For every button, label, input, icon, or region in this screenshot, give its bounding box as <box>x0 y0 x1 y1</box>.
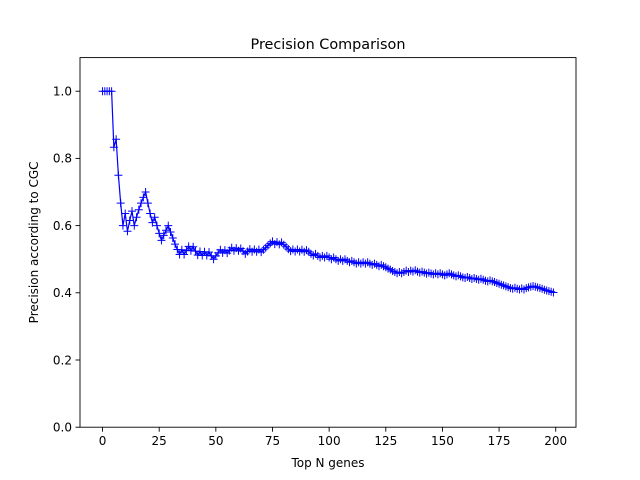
data-point-marker <box>164 221 173 230</box>
x-tick-label: 125 <box>374 434 397 448</box>
x-tick-label: 175 <box>488 434 511 448</box>
x-tick-label: 150 <box>431 434 454 448</box>
data-point-marker <box>107 87 116 96</box>
y-tick-label: 0.0 <box>53 421 72 435</box>
x-axis-ticks: 0 25 50 75 100 125 150 175 200 <box>99 427 567 448</box>
data-point-marker <box>130 221 139 230</box>
data-point-marker <box>166 227 175 236</box>
data-point-marker <box>155 229 164 238</box>
data-point-marker <box>134 205 143 214</box>
data-point-marker <box>109 143 118 152</box>
data-point-marker <box>168 234 177 243</box>
data-point-marker <box>150 213 159 222</box>
data-point-marker <box>121 209 130 218</box>
x-tick-label: 50 <box>208 434 223 448</box>
data-point-marker <box>112 135 121 144</box>
data-point-marker <box>148 218 157 227</box>
data-point-marker <box>139 193 148 202</box>
y-tick-label: 0.8 <box>53 152 72 166</box>
data-point-marker <box>128 207 137 216</box>
data-point-marker <box>152 221 161 230</box>
y-axis-ticks: 0.0 0.2 0.4 0.6 0.8 1.0 <box>53 85 80 435</box>
data-point-marker <box>141 188 150 196</box>
data-point-marker <box>118 221 127 230</box>
data-point-marker <box>125 216 134 225</box>
data-point-marker <box>177 245 186 254</box>
x-axis-label: Top N genes <box>290 456 364 470</box>
y-axis-label: Precision according to CGC <box>27 161 41 323</box>
y-tick-label: 0.4 <box>53 286 72 300</box>
data-point-marker <box>114 171 123 180</box>
x-tick-label: 0 <box>99 434 107 448</box>
data-point-marker <box>132 213 141 222</box>
x-tick-label: 200 <box>544 434 567 448</box>
x-tick-label: 100 <box>318 434 341 448</box>
axes-frame <box>79 57 577 428</box>
y-tick-label: 0.6 <box>53 219 72 233</box>
x-tick-label: 25 <box>152 434 167 448</box>
x-tick-label: 75 <box>265 434 280 448</box>
data-point-marker <box>146 209 155 218</box>
data-point-marker <box>549 288 558 297</box>
y-tick-label: 0.2 <box>53 353 72 367</box>
data-point-marker <box>143 199 152 208</box>
chart-title: Precision Comparison <box>251 37 406 53</box>
data-point-marker <box>171 240 180 249</box>
plot-area <box>98 87 558 297</box>
data-point-marker <box>116 199 125 208</box>
data-point-marker <box>137 199 146 208</box>
y-tick-label: 1.0 <box>53 85 72 99</box>
data-point-marker <box>189 242 198 251</box>
data-point-marker <box>157 236 166 245</box>
data-point-marker <box>180 250 189 259</box>
data-point-marker <box>123 227 132 236</box>
data-point-marker <box>159 231 168 240</box>
data-point-marker <box>161 226 170 235</box>
